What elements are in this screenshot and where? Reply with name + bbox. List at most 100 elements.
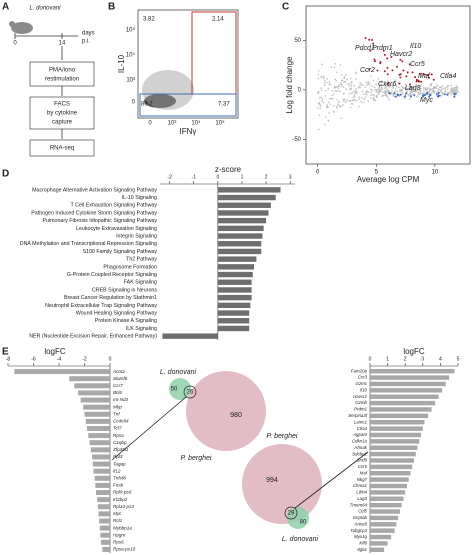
background-point (352, 96, 355, 99)
bar (370, 388, 443, 393)
background-point (417, 86, 420, 88)
category-label: Fam20a (351, 368, 368, 373)
background-point (321, 100, 323, 102)
category-label: Fosb (113, 483, 124, 488)
background-point (377, 93, 379, 96)
bar (370, 381, 446, 387)
background-point (378, 85, 381, 88)
background-point (402, 92, 404, 94)
background-point (411, 89, 414, 92)
category-label: Lilrb4 (356, 490, 367, 495)
category-label: Myo1g (354, 534, 368, 539)
background-point (399, 90, 401, 92)
background-point (411, 87, 414, 89)
category-label: S100 Family Signaling Pathway (83, 249, 158, 255)
background-point (402, 95, 405, 98)
x-tick-label: 1 (386, 356, 389, 362)
background-point (373, 86, 376, 88)
down-point (429, 94, 432, 97)
category-label: Prdm1 (354, 407, 367, 412)
background-point (338, 100, 340, 103)
background-point (360, 84, 363, 87)
mouse-icon (9, 21, 15, 27)
panel-a: L. donovani 0 14 days p.i. PMA/iono rest… (9, 6, 95, 157)
category-label: ILK Signaling (126, 326, 157, 332)
background-point (419, 88, 422, 90)
up-point (428, 76, 431, 79)
down-point (443, 93, 446, 96)
category-label: Rpl3 (113, 454, 123, 459)
connector (294, 451, 369, 509)
background-point (428, 90, 431, 93)
category-label: Pathogen Induced Cytokine Storm Signalin… (31, 210, 157, 216)
up-point (376, 69, 379, 72)
background-point (324, 95, 327, 97)
bar (98, 511, 110, 517)
up-point (387, 82, 390, 85)
up-point (405, 75, 408, 78)
background-point (336, 98, 338, 101)
category-label: Ccr5 (358, 464, 368, 469)
gene-label: Cxcr6 (378, 81, 396, 88)
up-point (369, 49, 372, 52)
bar (370, 464, 413, 470)
background-point (372, 96, 375, 99)
chart-title: logFC (403, 347, 425, 356)
category-label: Wound Healing Signaling Pathway (76, 310, 158, 316)
background-point (451, 90, 454, 93)
background-point (336, 105, 338, 108)
background-point (401, 85, 403, 88)
y-tick-label: 10⁵ (126, 27, 136, 34)
x-tick-label: -6 (31, 356, 36, 362)
venn-circle (186, 371, 266, 451)
background-point (393, 80, 396, 83)
background-point (456, 89, 459, 92)
background-point (331, 89, 334, 92)
x-tick-label: 0 (216, 174, 219, 180)
background-point (363, 93, 365, 96)
category-label: Integrin Signaling (116, 233, 157, 239)
background-point (341, 84, 343, 86)
background-point (378, 83, 380, 86)
background-point (437, 90, 439, 92)
category-label: Macrophage Alternative Activation Signal… (32, 187, 157, 193)
background-point (340, 85, 343, 88)
background-point (316, 107, 319, 109)
x-tick-label: 10⁴ (191, 120, 201, 127)
category-label: Rpl10-ps3 (113, 504, 134, 509)
x-tick-label: -2 (167, 174, 172, 180)
venn-label: P. berghei (266, 433, 297, 440)
background-point (391, 93, 393, 95)
x-tick-label: 2 (404, 356, 407, 362)
background-point (357, 86, 360, 89)
x-tick-label: 10 (432, 170, 439, 176)
category-label: Gzmb (355, 400, 367, 405)
bar (370, 419, 425, 425)
background-point (407, 93, 409, 95)
category-label: Klf6 (359, 541, 367, 546)
quadrant-value: 7.37 (218, 102, 230, 108)
background-point (317, 73, 320, 76)
background-point (333, 110, 335, 113)
background-point (368, 81, 370, 83)
venn-circle (169, 378, 191, 400)
background-point (401, 93, 403, 95)
venn-circle (287, 507, 309, 529)
background-point (328, 83, 331, 86)
background-point (367, 91, 370, 94)
background-point (370, 75, 372, 77)
day-label: 14 (59, 41, 66, 47)
category-label: Gnptab (353, 515, 368, 520)
background-point (377, 78, 380, 80)
bar (92, 454, 110, 460)
background-point (351, 99, 354, 102)
bar (217, 302, 251, 309)
background-point (320, 76, 322, 79)
down-point (393, 92, 396, 95)
up-point (390, 55, 393, 58)
background-point (358, 85, 361, 87)
background-point (437, 87, 439, 90)
bar (370, 439, 420, 444)
background-point (404, 86, 406, 89)
background-point (412, 85, 414, 88)
